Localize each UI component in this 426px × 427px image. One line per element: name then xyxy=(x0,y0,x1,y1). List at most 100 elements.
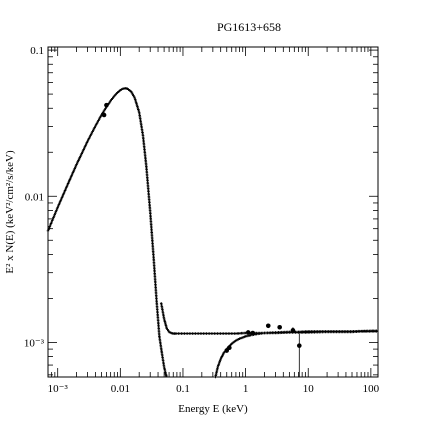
curve-mark xyxy=(71,171,75,174)
data-point xyxy=(101,112,107,118)
curve-mark xyxy=(165,374,168,378)
curve-mark xyxy=(87,137,91,140)
curve-mark xyxy=(79,154,82,158)
curve-mark xyxy=(47,226,51,230)
curve-mark xyxy=(84,144,87,147)
data-point xyxy=(296,343,302,348)
curve-mark xyxy=(77,157,81,161)
curve-mark xyxy=(68,178,72,181)
curve-mark xyxy=(91,128,95,132)
curve-mark xyxy=(82,148,85,151)
curve-mark xyxy=(83,146,86,150)
curve-mark xyxy=(93,126,96,129)
curve-mark xyxy=(61,193,65,197)
data-point xyxy=(250,330,256,336)
curve-mark xyxy=(74,165,77,169)
curve-mark xyxy=(89,133,93,136)
curve-mark xyxy=(83,145,87,148)
curve-mark xyxy=(76,160,80,164)
curve-mark xyxy=(97,117,101,121)
curve-mark xyxy=(47,228,50,231)
curve-mark xyxy=(97,119,100,122)
curve-mark xyxy=(79,153,83,157)
curve-mark xyxy=(60,197,63,201)
curve-mark xyxy=(48,225,52,228)
curve-mark xyxy=(86,139,89,143)
curve-mark xyxy=(86,138,90,142)
x-tick-label: 0.01 xyxy=(111,383,130,395)
curve-mark xyxy=(55,208,58,212)
y-tick-labels: 0.1 0.01 10⁻³ xyxy=(24,45,45,349)
curve-mark xyxy=(63,190,66,194)
curve-mark xyxy=(69,175,73,178)
curve-mark xyxy=(74,164,78,168)
curve-mark xyxy=(78,156,82,159)
curve-mark xyxy=(65,185,69,188)
data-series xyxy=(46,86,378,379)
y-tick-label: 0.1 xyxy=(30,45,44,57)
curve-mark xyxy=(52,214,56,218)
curve-mark xyxy=(53,213,56,216)
curve-mark xyxy=(94,123,98,127)
curve-mark xyxy=(96,120,99,124)
curve-mark xyxy=(81,150,84,154)
curve-mark xyxy=(72,169,75,173)
curve-mark xyxy=(49,222,53,225)
curve-mark xyxy=(56,206,60,209)
curve-mark xyxy=(84,142,88,146)
y-axis-label: E² x N(E) (keV²/cm²/s/keV) xyxy=(4,150,16,274)
curve-mark xyxy=(68,179,71,183)
curve-mark xyxy=(51,217,55,221)
curve-mark xyxy=(61,194,64,198)
curve-mark xyxy=(67,180,71,184)
curve-mark xyxy=(81,149,85,153)
curve-mark xyxy=(54,210,58,214)
curve-mark xyxy=(57,204,60,208)
curve-mark xyxy=(46,229,50,233)
curve-mark xyxy=(69,176,72,180)
curve-mark xyxy=(50,219,54,222)
curve-mark xyxy=(85,141,89,144)
chart-title: PG1613+658 xyxy=(217,20,281,34)
data-point xyxy=(290,328,296,333)
y-tick-label: 10⁻³ xyxy=(24,337,45,349)
data-point xyxy=(245,330,251,335)
curve-mark xyxy=(103,108,107,111)
series-0 xyxy=(46,86,168,378)
curve-mark xyxy=(62,192,66,195)
curve-mark xyxy=(64,187,67,191)
curve-mark xyxy=(94,124,97,128)
x-tick-label: 100 xyxy=(363,383,380,395)
curve-mark xyxy=(55,207,59,211)
curve-mark xyxy=(70,174,74,177)
curve-mark xyxy=(59,199,63,202)
curve-mark xyxy=(50,220,53,224)
curve-mark xyxy=(92,127,96,131)
curve-mark xyxy=(57,203,61,206)
curve-mark xyxy=(64,186,68,190)
curve-mark xyxy=(77,159,80,162)
curve-mark xyxy=(91,130,94,133)
x-axis-label: Energy E (keV) xyxy=(178,403,248,415)
series-1 xyxy=(159,302,378,335)
curve-mark xyxy=(66,182,70,185)
x-tick-labels: 10⁻³ 0.01 0.1 1 10 100 xyxy=(48,383,380,395)
curve-mark xyxy=(72,168,76,172)
curve-mark xyxy=(49,223,52,227)
data-point xyxy=(277,324,282,330)
curve-mark xyxy=(71,172,74,176)
data-point xyxy=(265,323,271,329)
series-3 xyxy=(101,102,302,377)
curve-mark xyxy=(52,216,55,219)
curve-mark xyxy=(66,183,69,187)
curve-mark xyxy=(75,161,79,165)
curve-mark xyxy=(95,122,99,125)
curve-mark xyxy=(99,115,103,118)
curve-mark xyxy=(58,200,62,204)
curve-mark xyxy=(53,211,57,215)
curve-mark xyxy=(90,131,94,135)
data-point xyxy=(104,102,109,108)
curve-mark xyxy=(98,116,102,120)
curve-mark xyxy=(102,109,106,113)
